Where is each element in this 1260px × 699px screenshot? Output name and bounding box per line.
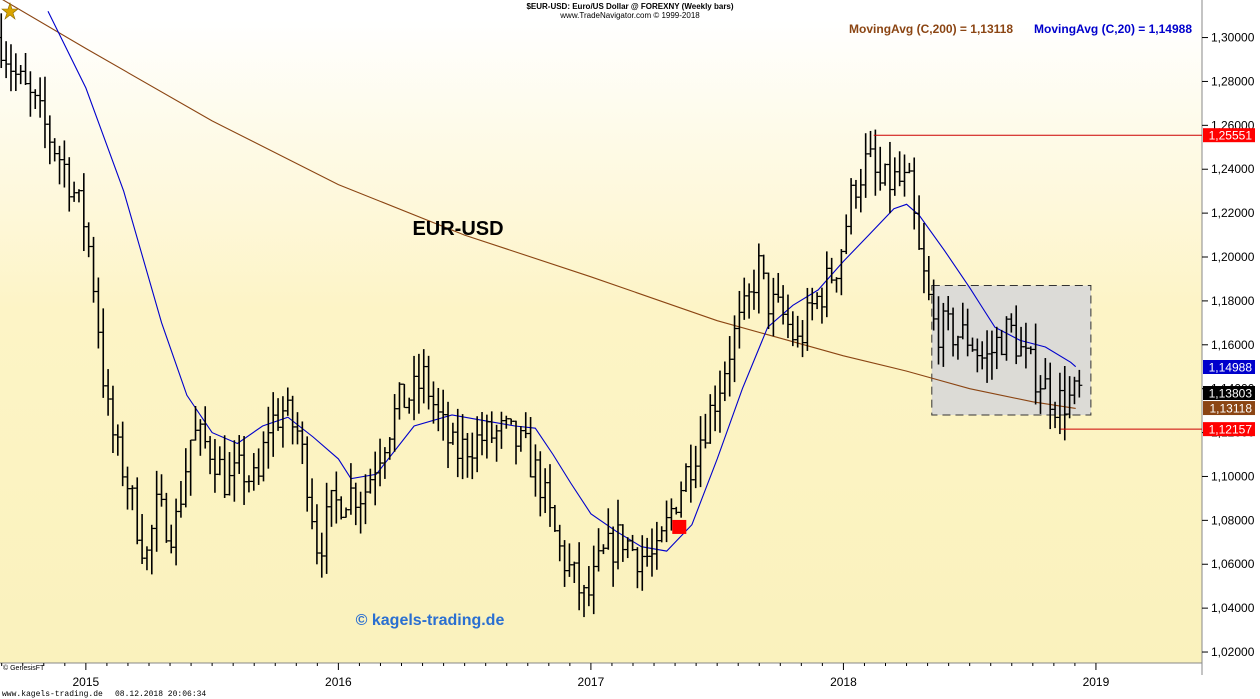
y-tick-label: 1,20000 — [1211, 250, 1255, 264]
y-tick-label: 1,04000 — [1211, 601, 1255, 615]
y-tick-label: 1,16000 — [1211, 338, 1255, 352]
footer-site: www.kagels-trading.de — [2, 690, 103, 699]
ma200-legend: MovingAvg (C,200) = 1,13118 — [849, 22, 1013, 36]
y-tick-label: 1,22000 — [1211, 206, 1255, 220]
consolidation-box — [931, 285, 1092, 416]
y-tick-label: 1,08000 — [1211, 513, 1255, 527]
y-tick-label: 1,18000 — [1211, 294, 1255, 308]
header-line1: $EUR-USD: Euro/US Dollar @ FOREXNY (Week… — [526, 2, 733, 11]
ma20-legend: MovingAvg (C,20) = 1,14988 — [1034, 22, 1192, 36]
time-axis-panel — [0, 663, 1202, 699]
x-tick-label: 2019 — [1083, 675, 1110, 689]
price-tag-label: 1,13118 — [1210, 402, 1253, 416]
x-tick-label: 2018 — [830, 675, 857, 689]
price-tag — [1203, 128, 1255, 143]
price-tag — [1203, 422, 1255, 437]
chart-icon — [1, 2, 19, 20]
price-tag — [1203, 360, 1255, 375]
genesis-credit: © GenesisFT — [3, 664, 45, 672]
footer-datetime: 08.12.2018 20:06:34 — [115, 690, 206, 699]
price-tag-label: 1,13803 — [1209, 387, 1253, 401]
y-tick-label: 1,10000 — [1211, 469, 1255, 483]
price-axis-panel — [1202, 0, 1260, 699]
watermark: © kagels-trading.de — [356, 612, 505, 629]
price-tag-label: 1,12157 — [1209, 423, 1253, 437]
y-tick-label: 1,24000 — [1211, 162, 1255, 176]
x-tick-label: 2016 — [325, 675, 352, 689]
price-tag-label: 1,25551 — [1209, 129, 1253, 143]
y-tick-label: 1,02000 — [1211, 645, 1255, 659]
signal-marker — [672, 519, 687, 534]
y-tick-label: 1,28000 — [1211, 74, 1255, 88]
x-tick-label: 2015 — [73, 675, 100, 689]
price-tag-label: 1,14988 — [1209, 361, 1253, 375]
y-tick-label: 1,30000 — [1211, 31, 1255, 45]
price-tag — [1203, 401, 1255, 416]
y-tick-label: 1,06000 — [1211, 557, 1255, 571]
price-bars — [0, 13, 1083, 618]
header-line2: www.TradeNavigator.com © 1999-2018 — [559, 11, 700, 20]
chart-title: EUR-USD — [412, 218, 503, 240]
ma200-line — [2, 0, 1076, 409]
x-tick-label: 2017 — [578, 675, 605, 689]
price-tag — [1203, 386, 1255, 401]
ma20-line — [47, 10, 1077, 552]
